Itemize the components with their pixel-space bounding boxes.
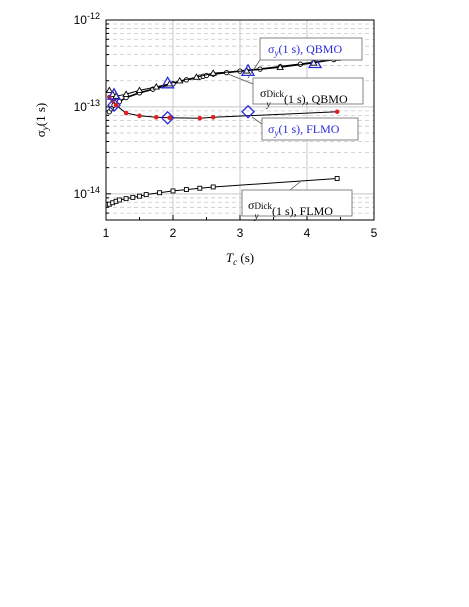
series-line-flmo bbox=[109, 96, 338, 119]
point-flmo bbox=[197, 115, 203, 121]
x-tick-label: 5 bbox=[371, 226, 378, 240]
leader-dick_flmo bbox=[289, 181, 301, 191]
annotation-label-qbmo: σy(1 s), QBMO bbox=[268, 42, 342, 58]
annotation-box-dick_qbmo bbox=[252, 77, 364, 105]
point-dick_flmo bbox=[170, 188, 176, 194]
leader-flmo bbox=[251, 116, 263, 125]
point-dick_flmo bbox=[183, 187, 189, 193]
point-qbmo bbox=[135, 86, 144, 94]
annotation-label-dick_qbmo: σyDick(1 s), QBMO bbox=[260, 86, 348, 109]
x-tick-label: 1 bbox=[103, 226, 110, 240]
point-dick_flmo bbox=[143, 192, 149, 198]
point-flmo bbox=[210, 114, 216, 120]
annotation-label-flmo: σy(1 s), FLMO bbox=[268, 122, 340, 138]
point-qbmo bbox=[175, 76, 184, 84]
point-qbmo bbox=[192, 73, 201, 80]
gridlines bbox=[106, 20, 374, 220]
point-dick_flmo bbox=[157, 190, 163, 196]
annotation-box-flmo bbox=[261, 117, 359, 141]
x-tick-label: 2 bbox=[170, 226, 177, 240]
x-axis-title: Tc (s) bbox=[226, 250, 254, 267]
point-qbmo bbox=[209, 69, 217, 76]
point-flmo bbox=[113, 102, 119, 108]
point-dick_flmo bbox=[137, 193, 142, 199]
point-dick_flmo bbox=[334, 176, 340, 181]
y-tick-label: 10-12 bbox=[74, 11, 100, 27]
point-dick_flmo bbox=[210, 184, 216, 190]
annotation-label-dick_flmo: σyDick(1 s), FLMO bbox=[248, 198, 333, 221]
highlight-markers bbox=[106, 55, 323, 125]
highlight-diamond bbox=[160, 110, 175, 125]
point-qbmo bbox=[122, 90, 130, 97]
y-tick-label: 10-13 bbox=[74, 98, 100, 114]
point-dick_flmo bbox=[123, 196, 129, 202]
annotations: σy(1 s), QBMO σyDick(1 s), QBMO σy(1 s), F… bbox=[241, 37, 364, 221]
point-dick_flmo bbox=[197, 185, 203, 191]
point-qbmo bbox=[276, 63, 284, 71]
annotation-box-qbmo bbox=[259, 37, 363, 61]
point-flmo bbox=[123, 110, 129, 116]
series-lines bbox=[105, 54, 341, 207]
highlight-triangle bbox=[160, 75, 175, 89]
point-qbmo bbox=[152, 82, 161, 90]
point-flmo bbox=[137, 113, 142, 119]
annotation-box-dick_flmo bbox=[241, 189, 353, 217]
point-dick_flmo bbox=[116, 197, 122, 203]
y-tick-label: 10-14 bbox=[74, 185, 100, 201]
point-flmo bbox=[153, 114, 159, 120]
tick-labels: 1 2 3 4 5 10-12 10-13 10-14 bbox=[74, 11, 378, 240]
axis-ticks bbox=[105, 23, 375, 221]
leader-lines bbox=[227, 59, 301, 191]
point-flmo bbox=[167, 115, 172, 121]
x-tick-label: 3 bbox=[237, 226, 244, 240]
highlight-triangle bbox=[307, 55, 323, 69]
highlight-triangle bbox=[240, 63, 256, 76]
highlight-diamond bbox=[241, 104, 255, 119]
x-tick-label: 4 bbox=[304, 226, 311, 240]
y-axis-title: σy(1 s) bbox=[33, 103, 50, 137]
highlight-diamond bbox=[107, 98, 121, 112]
leader-qbmo bbox=[247, 59, 261, 79]
leader-dick_qbmo bbox=[227, 73, 254, 85]
point-flmo bbox=[334, 109, 340, 115]
point-dick_flmo bbox=[130, 194, 136, 200]
point-qbmo bbox=[105, 86, 114, 94]
